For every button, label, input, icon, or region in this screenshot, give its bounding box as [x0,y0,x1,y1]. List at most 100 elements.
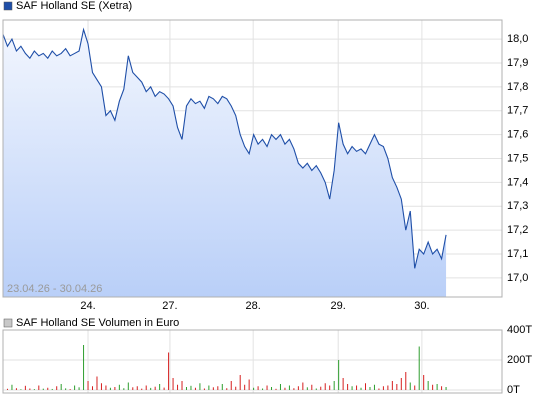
volume-bar [33,389,35,390]
volume-bar [199,383,201,390]
volume-bar [47,387,49,390]
volume-bar [342,378,344,390]
volume-bar [356,385,358,390]
volume-bar [297,386,299,390]
volume-bar [11,384,13,390]
volume-bar [78,387,80,390]
volume-bar [369,387,371,390]
x-tick-label: 27. [162,300,177,312]
volume-bar [141,388,143,390]
volume-bar [29,388,31,390]
volume-bar [92,386,94,390]
volume-bar [248,379,250,390]
volume-bar [275,388,277,390]
volume-bar [163,387,165,390]
volume-bar [20,389,22,390]
volume-bar [185,387,187,390]
volume-bar [74,385,76,390]
volume-bar [60,384,62,390]
volume-bar [221,384,223,390]
volume-bar [145,385,147,390]
volume-bar [118,384,120,390]
volume-bar [181,381,183,390]
y-tick-label: 17,5 [507,152,528,164]
y-tick-label: 17,9 [507,57,528,69]
volume-bar [172,378,174,390]
volume-bar [311,384,313,390]
volume-bar [136,386,138,390]
volume-bar [338,360,340,390]
volume-bar [226,388,228,390]
volume-bar [230,381,232,390]
volume-bar [15,388,17,390]
volume-bar [168,352,170,390]
legend-swatch [3,318,13,328]
plot-frame [2,329,503,394]
volume-bar [288,385,290,390]
volume-bar [239,375,241,390]
x-tick-label: 24. [80,300,95,312]
volume-bar [203,388,205,390]
volume-bar [306,387,308,390]
plot-frame [2,19,503,298]
y-tick-label: 17,7 [507,105,528,117]
chart-title: SAF Holland SE (Xetra) [16,0,132,12]
volume-bar [177,384,179,390]
volume-bar [235,386,237,390]
volume-bar [320,386,322,390]
volume-bar [315,388,317,390]
price-line [2,27,447,269]
y-tick-label: 17,0 [507,272,528,284]
volume-bar [217,386,219,390]
volume-bar [212,387,214,390]
volume-bar [190,385,192,390]
y-tick-label: 18,0 [507,33,528,45]
volume-bar [6,388,8,390]
volume-bar [378,388,380,390]
volume-bar [333,381,335,390]
date-range: 23.04.26 - 30.04.26 [7,283,102,295]
volume-bar [253,387,255,390]
volume-bar [150,387,152,390]
volume-bar [347,384,349,390]
legend-swatch [3,1,13,11]
volume-bar [123,388,125,390]
volume-bar [432,384,434,390]
y-tick-label: 17,3 [507,200,528,212]
volume-bar [396,384,398,390]
volume-bar [391,381,393,390]
y-tick-label: 0T [507,384,520,396]
volume-bar [244,384,246,390]
x-tick-label: 29. [331,300,346,312]
volume-bar [360,387,362,390]
volume-bar [96,376,98,390]
volume-bar [409,382,411,390]
volume-bar [279,384,281,390]
volume-bar [400,378,402,390]
volume-bar [329,385,331,390]
volume-bar [38,385,40,390]
volume-bar [114,387,116,390]
y-tick-label: 17,2 [507,224,528,236]
volume-bar [387,385,389,390]
y-tick-label: 400T [507,324,532,336]
volume-bar [194,387,196,390]
volume-bar [56,386,58,390]
volume-bar [109,387,111,390]
volume-bar [441,386,443,390]
volume-bar [159,384,161,390]
volume-bar [418,346,420,390]
volume-bar [87,381,89,390]
volume-bar [293,388,295,390]
price-area [3,29,447,298]
volume-bar [365,383,367,390]
volume-bar [405,372,407,390]
volume-bar [302,382,304,390]
volume-bar [373,384,375,390]
volume-bar [208,385,210,390]
volume-bar [271,387,273,390]
volume-bar [65,388,67,390]
x-tick-label: 28. [246,300,261,312]
